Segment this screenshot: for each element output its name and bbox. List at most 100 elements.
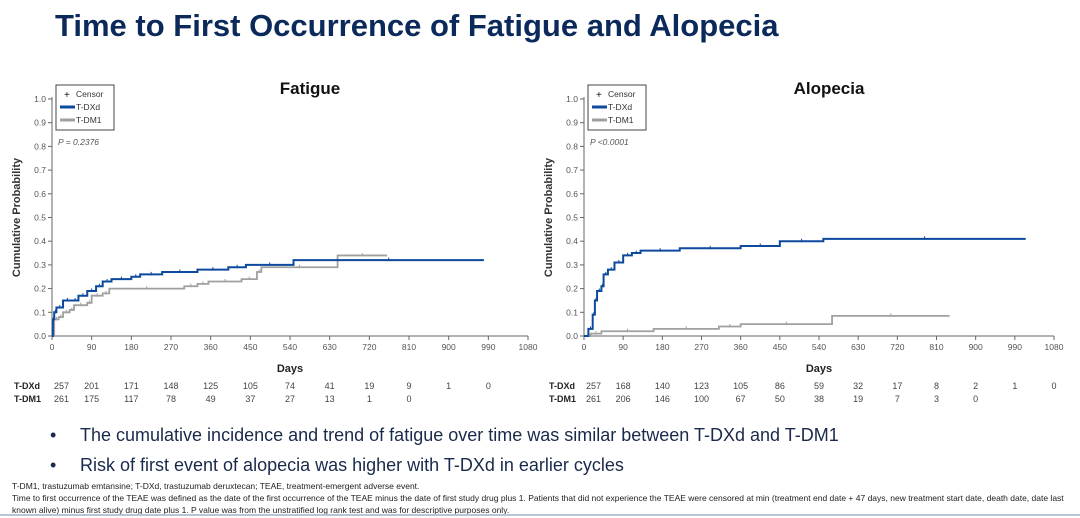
at-risk-count: 0 [1051,381,1056,391]
bullet-list: The cumulative incidence and trend of fa… [50,420,839,480]
y-tick-label: 0.6 [566,189,578,199]
y-tick-label: 0.5 [566,213,578,223]
x-tick-label: 90 [87,342,97,352]
at-risk-count: 74 [285,381,295,391]
at-risk-count: 38 [814,394,824,404]
x-tick-label: 990 [1008,342,1022,352]
y-tick-label: 0.9 [566,118,578,128]
at-risk-count: 50 [775,394,785,404]
divider [0,514,1080,516]
legend-label: T-DM1 [608,115,634,125]
at-risk-label: T-DXd [549,381,575,391]
y-tick-label: 0.1 [566,307,578,317]
slide-title: Time to First Occurrence of Fatigue and … [55,8,779,43]
at-risk-count: 175 [84,394,99,404]
chart-title: Alopecia [794,79,865,98]
y-tick-label: 0.1 [34,307,46,317]
x-tick-label: 630 [323,342,337,352]
x-tick-label: 810 [402,342,416,352]
y-tick-label: 0.6 [34,189,46,199]
at-risk-count: 86 [775,381,785,391]
y-tick-label: 0.3 [566,260,578,270]
x-tick-label: 1080 [519,342,538,352]
x-tick-label: 540 [283,342,297,352]
at-risk-count: 41 [325,381,335,391]
at-risk-count: 17 [892,381,902,391]
y-tick-label: 0.8 [34,141,46,151]
footnote-methods: Time to first occurrence of the TEAE was… [12,493,1064,515]
x-axis-label: Days [277,363,303,375]
x-tick-label: 0 [582,342,587,352]
at-risk-count: 59 [814,381,824,391]
y-tick-label: 0.2 [566,284,578,294]
at-risk-count: 257 [586,381,601,391]
y-axis-label: Cumulative Probability [543,157,555,277]
at-risk-count: 0 [406,394,411,404]
x-tick-label: 270 [164,342,178,352]
x-tick-label: 810 [929,342,943,352]
legend-label: T-DM1 [76,115,102,125]
y-axis-label: Cumulative Probability [11,157,23,277]
at-risk-count: 123 [694,381,709,391]
x-tick-label: 1080 [1045,342,1064,352]
footnote-abbreviations: T-DM1, trastuzumab emtansine; T-DXd, tra… [12,481,420,491]
at-risk-count: 27 [285,394,295,404]
at-risk-count: 105 [733,381,748,391]
at-risk-count: 1 [367,394,372,404]
at-risk-count: 1 [446,381,451,391]
at-risk-count: 171 [124,381,139,391]
at-risk-count: 261 [54,394,69,404]
p-value: P <0.0001 [590,137,629,147]
at-risk-count: 7 [895,394,900,404]
at-risk-count: 37 [245,394,255,404]
censor-symbol: + [596,90,602,101]
at-risk-count: 146 [655,394,670,404]
y-tick-label: 0.7 [566,165,578,175]
at-risk-count: 148 [163,381,178,391]
at-risk-count: 78 [166,394,176,404]
x-tick-label: 180 [124,342,138,352]
x-tick-label: 900 [442,342,456,352]
km-curve-t-dxd [51,259,484,337]
km-curve-t-dm1 [584,314,950,337]
at-risk-count: 201 [84,381,99,391]
x-tick-label: 720 [362,342,376,352]
at-risk-count: 105 [243,381,258,391]
bullet-item: The cumulative incidence and trend of fa… [50,420,839,450]
y-tick-label: 0.5 [34,213,46,223]
at-risk-count: 0 [486,381,491,391]
x-tick-label: 450 [773,342,787,352]
footnotes: T-DM1, trastuzumab emtansine; T-DXd, tra… [12,480,1077,516]
km-curve-t-dm1 [52,254,387,337]
x-axis-label: Days [806,363,832,375]
x-tick-label: 720 [890,342,904,352]
at-risk-count: 19 [853,394,863,404]
y-tick-label: 0.9 [34,118,46,128]
at-risk-count: 0 [973,394,978,404]
x-tick-label: 360 [734,342,748,352]
y-tick-label: 0.8 [566,141,578,151]
at-risk-label: T-DM1 [14,394,41,404]
at-risk-count: 2 [973,381,978,391]
at-risk-count: 3 [934,394,939,404]
at-risk-count: 19 [364,381,374,391]
at-risk-count: 49 [206,394,216,404]
at-risk-count: 13 [325,394,335,404]
at-risk-count: 140 [655,381,670,391]
y-tick-label: 1.0 [566,94,578,104]
fatigue-km-chart: Fatigue 0.0 0.1 0.2 0.3 0.4 0.5 0.6 0.7 0.8 0.9 1.0… [11,79,538,404]
x-tick-label: 270 [694,342,708,352]
legend-label: Censor [76,89,104,99]
at-risk-count: 8 [934,381,939,391]
y-tick-label: 0.7 [34,165,46,175]
x-tick-label: 180 [655,342,669,352]
at-risk-count: 257 [54,381,69,391]
y-tick-label: 0.0 [34,331,46,341]
y-tick-label: 0.3 [34,260,46,270]
x-tick-label: 0 [50,342,55,352]
at-risk-count: 9 [406,381,411,391]
x-tick-label: 900 [969,342,983,352]
legend-label: T-DXd [608,102,632,112]
at-risk-count: 261 [586,394,601,404]
at-risk-count: 125 [203,381,218,391]
